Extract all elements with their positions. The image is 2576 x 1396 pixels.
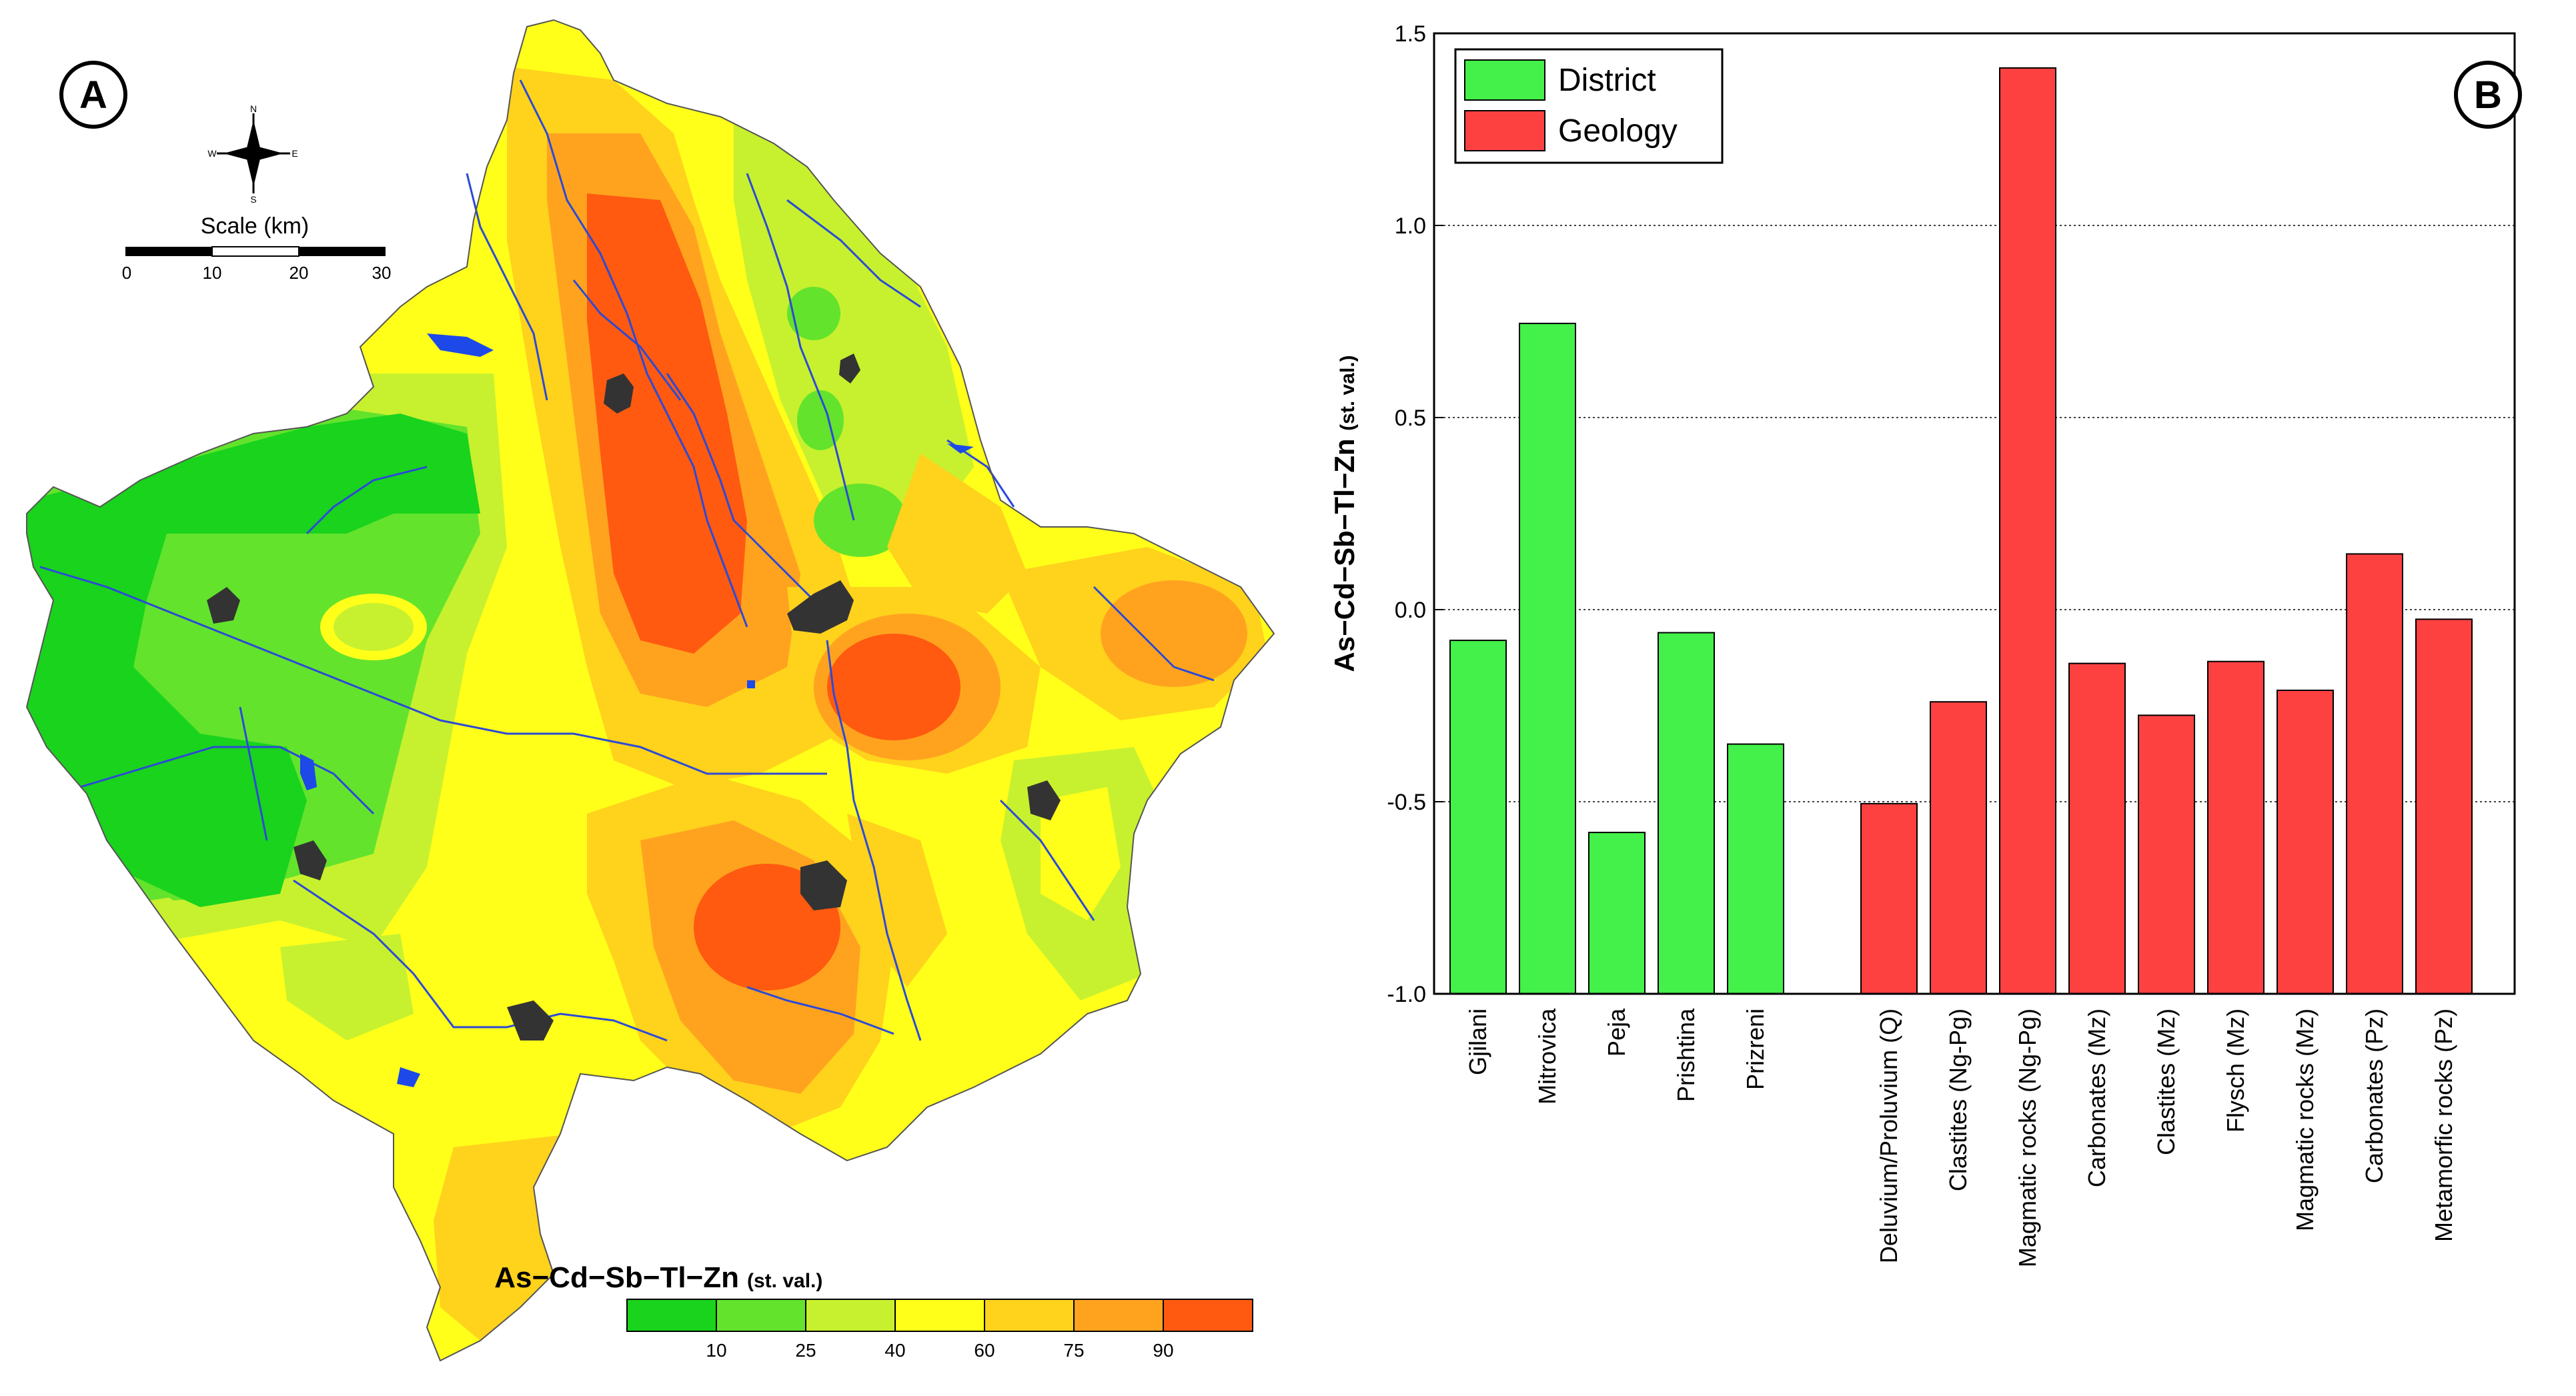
legend-swatch-1	[626, 1299, 717, 1332]
x-tick-label: Carbonates (Pz)	[2361, 1008, 2388, 1183]
y-tick-label: -1.0	[1387, 982, 1426, 1007]
y-tick-label: 0.5	[1395, 406, 1426, 431]
x-tick-label: Deluvium/Proluvium (Q)	[1875, 1008, 1902, 1263]
city-prizren	[507, 1000, 554, 1040]
y-axis-title: As−Cd−Sb−Tl−Zn (st. val.)	[1329, 355, 1360, 672]
legend-label-geology: Geology	[1558, 113, 1678, 149]
panel-label-a: A	[59, 61, 127, 129]
color-scale-legend: As−Cd−Sb−Tl−Zn (st. val.) 10 25 40 60 75 90	[494, 1261, 1253, 1361]
legend-tick-label: 10	[706, 1340, 726, 1361]
scale-bar: Scale (km) 0 10 20 30	[122, 213, 392, 283]
compass-n: N	[250, 103, 257, 114]
y-tick-label: 1.5	[1395, 21, 1426, 47]
legend-swatch-6	[1073, 1299, 1164, 1332]
rivers	[39, 79, 1215, 1042]
city-peja	[207, 587, 240, 624]
x-tick-label: Prizreni	[1742, 1008, 1769, 1090]
legend-tick-label: 75	[1063, 1340, 1084, 1361]
legend-swatch-5	[984, 1299, 1075, 1332]
bar-carbonates-pz-	[2346, 553, 2403, 994]
legend-swatch-3	[805, 1299, 896, 1332]
bar-prizreni	[1727, 743, 1784, 994]
x-tick-label: Gjilani	[1464, 1008, 1491, 1075]
bar-chart: -1.0 -0.5 0.0 0.5 1.0 1.5 Gjilani Mitrovica Pej…	[1329, 21, 2522, 1267]
bar-peja	[1588, 832, 1646, 994]
legend-swatch-4	[894, 1299, 985, 1332]
map-svg: A N S E W Scale (km) 0 10 20 30 As−Cd−Sb…	[26, 19, 1275, 1361]
scale-tick-0: 0	[122, 263, 131, 283]
scale-tick-10: 10	[203, 263, 222, 283]
y-tick-label: -0.5	[1387, 790, 1426, 815]
bar-magmatic-rocks-ng-pg-	[1999, 67, 2056, 995]
city-mitrovica	[604, 374, 634, 414]
map-panel: A N S E W Scale (km) 0 10 20 30 As−Cd−Sb…	[0, 0, 1287, 1393]
panel-label-b: B	[2454, 61, 2522, 129]
x-tick-label: Metamorfic rocks (Pz)	[2430, 1008, 2457, 1242]
compass-e: E	[291, 148, 297, 159]
plot-frame	[1433, 32, 2516, 995]
heat-surface	[27, 20, 1274, 1361]
bar-prishtina	[1658, 632, 1715, 994]
legend-title: As−Cd−Sb−Tl−Zn	[494, 1261, 739, 1294]
panel-label-b-text: B	[2474, 73, 2502, 117]
x-tick-label: Carbonates (Mz)	[2083, 1008, 2110, 1187]
compass-rose-icon: N S E W	[207, 103, 297, 205]
y-axis-title-unit: (st. val.)	[1337, 355, 1359, 430]
compass-s: S	[250, 194, 256, 205]
legend-swatch-7	[1163, 1299, 1253, 1332]
city-gjilan	[1027, 780, 1061, 820]
x-tick-label: Flysch (Mz)	[2222, 1008, 2249, 1133]
legend-tick-label: 25	[795, 1340, 816, 1361]
scale-title: Scale (km)	[201, 213, 309, 239]
city-ferizaj	[800, 860, 847, 910]
legend-swatch-2	[716, 1299, 806, 1332]
bar-clastites-ng-pg-	[1930, 701, 1987, 994]
x-tick-label: Magmatic rocks (Ng-Pg)	[2014, 1008, 2041, 1267]
legend-swatch-geology	[1464, 110, 1545, 151]
chart-legend: District Geology	[1454, 48, 1724, 164]
legend-subtitle: (st. val.)	[747, 1270, 822, 1292]
bar-magmatic-rocks-mz-	[2277, 689, 2334, 994]
y-tick-label: 1.0	[1395, 213, 1426, 239]
city-prishtina	[787, 580, 854, 634]
x-tick-label: Peja	[1603, 1008, 1630, 1057]
bar-metamorfic-rocks-pz-	[2415, 618, 2473, 994]
bar-mitrovica	[1519, 322, 1576, 994]
city-gjakova	[293, 840, 327, 880]
legend-tick-label: 60	[974, 1340, 995, 1361]
y-axis-title-text: As−Cd−Sb−Tl−Zn (st. val.)	[1329, 355, 1360, 672]
x-tick-label: Clastites (Ng-Pg)	[1944, 1008, 1972, 1191]
lakes	[300, 333, 974, 1087]
legend-label-district: District	[1558, 63, 1656, 98]
bars	[1449, 67, 2473, 995]
compass-w: W	[207, 148, 217, 159]
x-tick-label: Clastites (Mz)	[2152, 1008, 2180, 1155]
bar-deluvium-proluvium-q-	[1860, 802, 1918, 994]
x-tick-label: Mitrovica	[1533, 1008, 1561, 1105]
scale-tick-20: 20	[289, 263, 309, 283]
city-markers	[207, 354, 1061, 1040]
scale-tick-30: 30	[372, 263, 392, 283]
panel-label-a-text: A	[79, 73, 107, 117]
y-tick-label: 0.0	[1395, 598, 1426, 623]
y-axis-title-main: As−Cd−Sb−Tl−Zn	[1329, 431, 1360, 672]
bar-gjilani	[1449, 640, 1507, 994]
legend-tick-label: 40	[884, 1340, 905, 1361]
legend-swatch-district	[1464, 59, 1545, 101]
x-tick-label: Prishtina	[1672, 1008, 1700, 1102]
x-tick-label: Magmatic rocks (Mz)	[2291, 1008, 2319, 1231]
chart-panel: -1.0 -0.5 0.0 0.5 1.0 1.5 Gjilani Mitrovica Pej…	[1287, 0, 2576, 1393]
bar-flysch-mz-	[2207, 660, 2265, 994]
city-vushtrri	[839, 354, 860, 384]
x-axis-labels: Gjilani Mitrovica Peja Prishtina Prizreni Del…	[1464, 1008, 2457, 1267]
bar-carbonates-mz-	[2068, 662, 2126, 994]
legend-tick-label: 90	[1153, 1340, 1173, 1361]
y-axis: -1.0 -0.5 0.0 0.5 1.0 1.5	[1387, 21, 1443, 1007]
bar-clastites-mz-	[2138, 714, 2195, 995]
